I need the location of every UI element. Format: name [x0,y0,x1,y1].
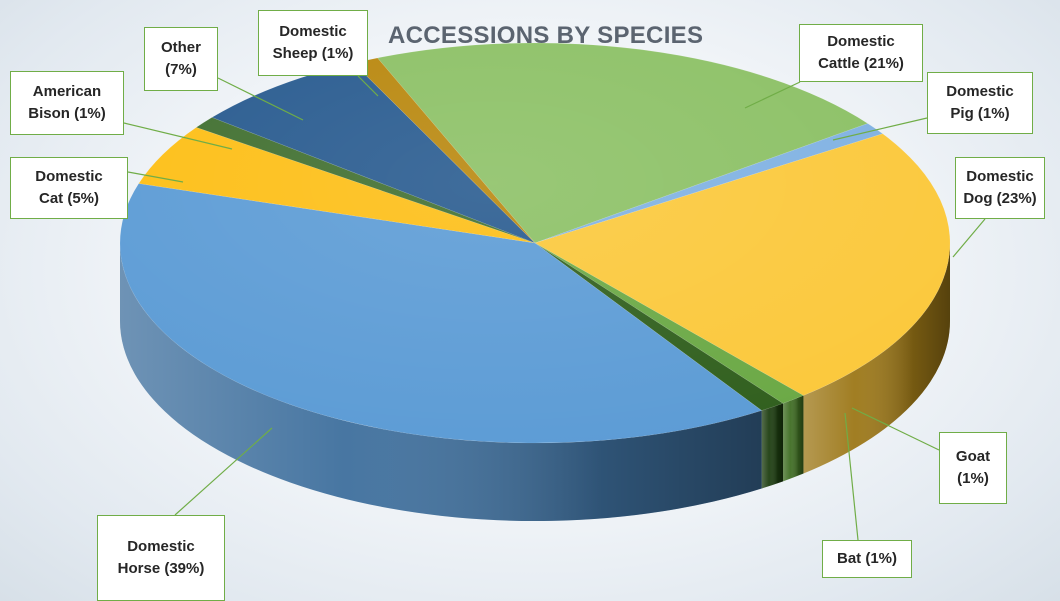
label-domestic-cat: Domestic Cat (5%) [10,157,128,219]
label-other: Other (7%) [144,27,218,91]
label-domestic-cattle: Domestic Cattle (21%) [799,24,923,82]
side-shade-domestic-horse [120,243,762,521]
side-shade-goat [783,395,804,482]
leader-domestic-sheep [357,75,379,97]
chart-title: ACCESSIONS BY SPECIES [388,22,704,49]
leader-bat [844,412,859,541]
label-bat: Bat (1%) [822,540,912,578]
leader-domestic-pig [832,117,928,141]
leader-goat [851,407,940,451]
leader-american-bison [123,122,233,150]
label-goat: Goat (1%) [939,432,1007,504]
label-domestic-dog: Domestic Dog (23%) [955,157,1045,219]
top-shine [120,43,950,443]
leader-other [217,77,304,121]
side-shade-bat [761,403,784,489]
label-american-bison: American Bison (1%) [10,71,124,135]
side-shade-domestic-dog [803,243,950,474]
label-domestic-pig: Domestic Pig (1%) [927,72,1033,134]
leader-domestic-horse [174,427,273,516]
label-domestic-horse: Domestic Horse (39%) [97,515,225,601]
leader-domestic-cattle [744,81,801,109]
leader-domestic-dog [952,218,986,258]
leader-domestic-cat [127,171,184,183]
label-domestic-sheep: Domestic Sheep (1%) [258,10,368,76]
